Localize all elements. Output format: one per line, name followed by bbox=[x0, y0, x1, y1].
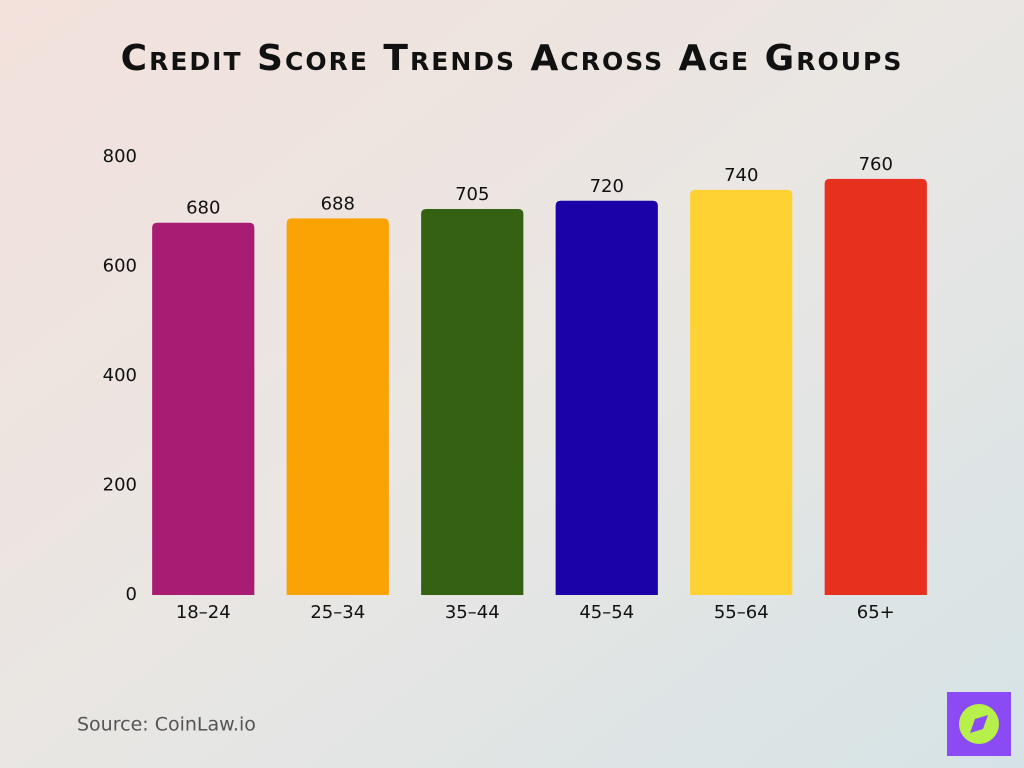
bar bbox=[690, 189, 793, 595]
x-tick-label: 55–64 bbox=[714, 602, 769, 623]
value-label: 688 bbox=[321, 193, 355, 214]
y-tick-label: 200 bbox=[103, 475, 137, 496]
bar bbox=[555, 200, 658, 596]
logo bbox=[947, 692, 1011, 756]
value-label: 680 bbox=[186, 198, 220, 219]
value-label: 720 bbox=[590, 176, 624, 197]
y-tick-label: 800 bbox=[103, 146, 137, 167]
x-tick-label: 25–34 bbox=[310, 602, 365, 623]
source: Source: CoinLaw.io bbox=[77, 714, 256, 736]
x-tick-label: 45–54 bbox=[579, 602, 634, 623]
x-tick-label: 35–44 bbox=[445, 602, 500, 623]
y-tick-label: 400 bbox=[103, 365, 137, 386]
value-label: 705 bbox=[455, 184, 489, 205]
bar bbox=[824, 178, 927, 595]
x-tick-label: 18–24 bbox=[176, 602, 231, 623]
y-tick-label: 600 bbox=[103, 256, 137, 277]
bar bbox=[152, 222, 255, 595]
y-tick-label: 0 bbox=[126, 584, 137, 605]
bar bbox=[286, 218, 389, 595]
x-tick-label: 65+ bbox=[857, 602, 895, 623]
value-label: 760 bbox=[859, 154, 893, 175]
value-label: 740 bbox=[724, 165, 758, 186]
chart-title: Credit Score Trends Across Age Groups bbox=[121, 38, 904, 79]
bar bbox=[421, 209, 524, 595]
